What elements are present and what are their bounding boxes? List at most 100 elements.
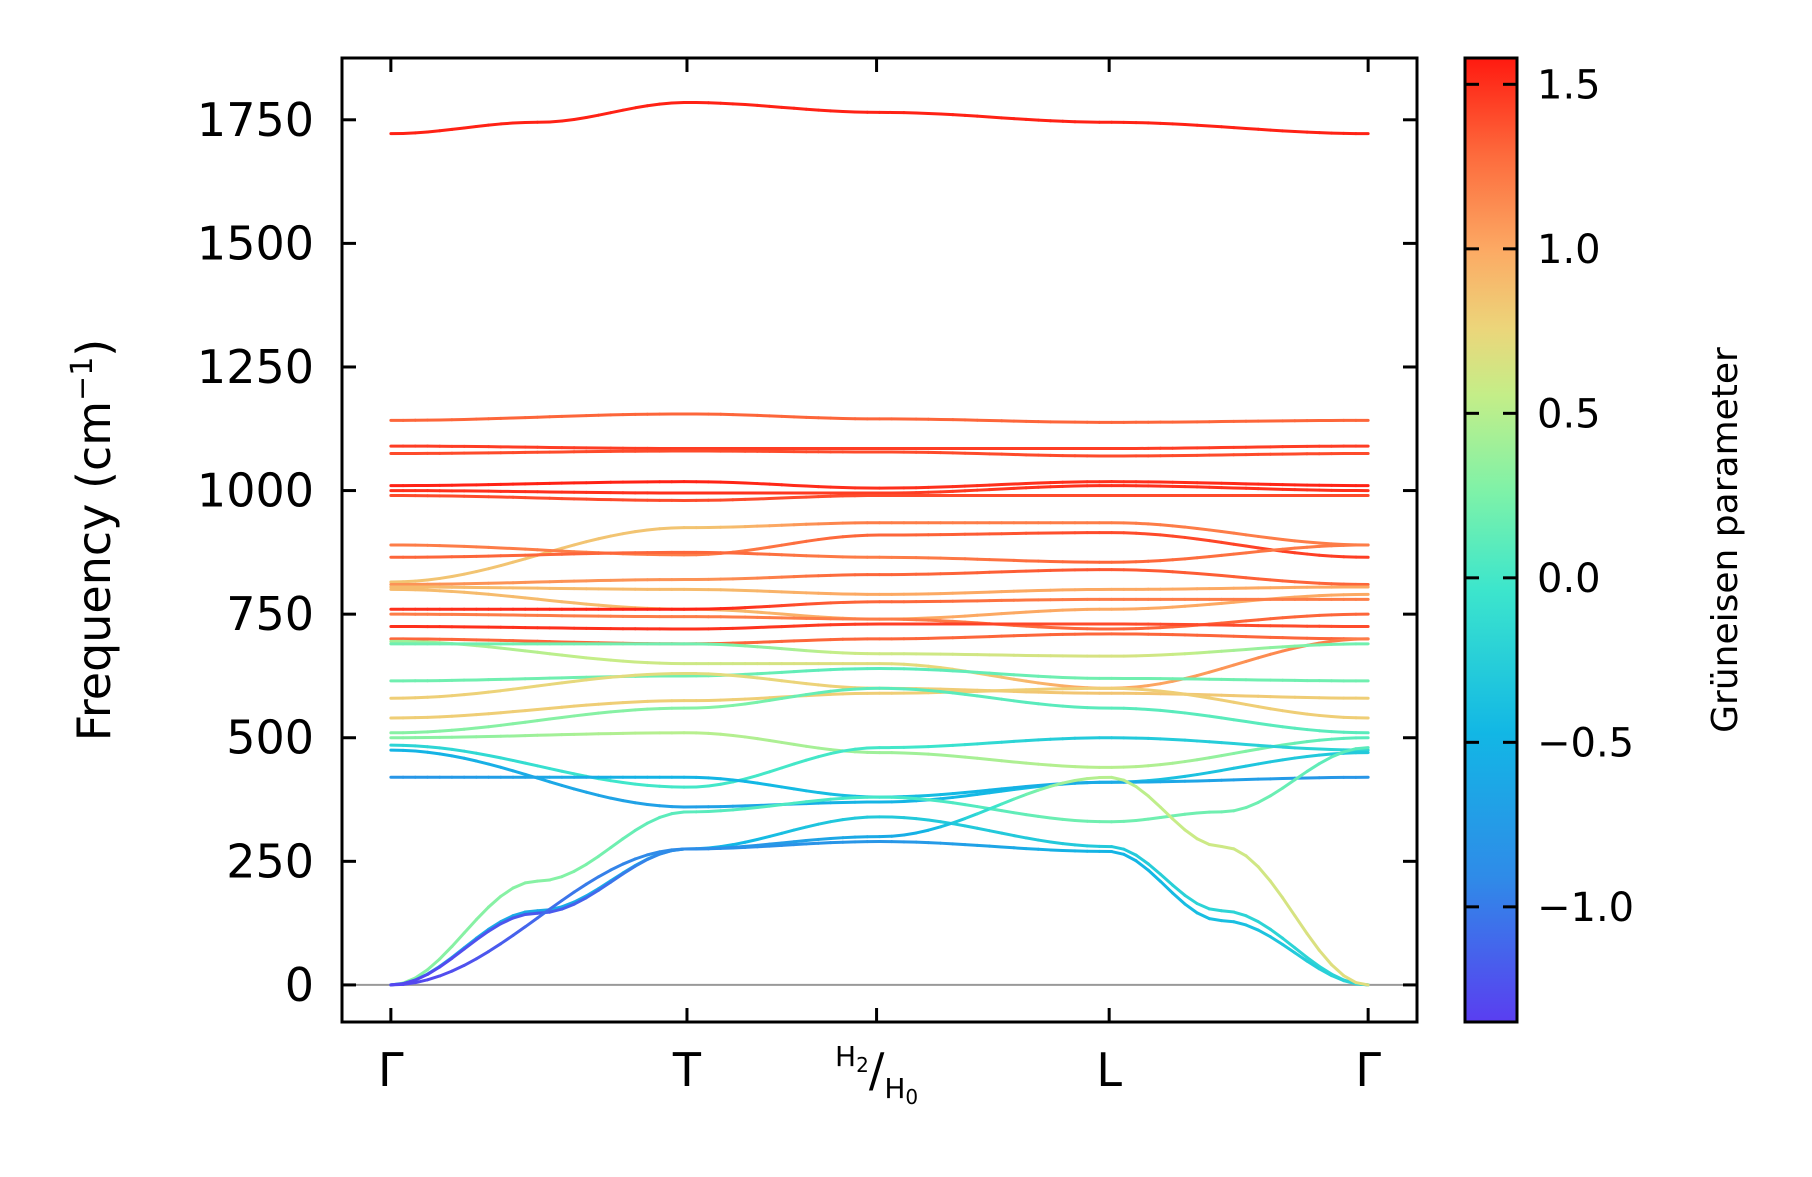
band-segment: [987, 487, 1004, 492]
band-segment: [572, 894, 588, 904]
band-segment: [1000, 831, 1016, 838]
band-segment: [1220, 600, 1236, 605]
band-segment: [462, 756, 478, 763]
band-segment: [1171, 710, 1187, 715]
band-segment: [731, 840, 747, 847]
band-segment: [633, 707, 649, 712]
band-segment: [474, 567, 491, 574]
band-segment: [1158, 605, 1175, 610]
band-segment: [1171, 624, 1187, 629]
band-segment: [560, 769, 576, 776]
band-segment: [1158, 569, 1175, 574]
band-segment: [1207, 649, 1224, 654]
band-segment: [560, 543, 576, 550]
band-segment: [1220, 909, 1236, 914]
band-segment: [780, 828, 796, 835]
band-segment: [474, 644, 491, 649]
band-segment: [1171, 812, 1187, 818]
band-segment: [755, 844, 772, 849]
band-segment: [719, 777, 735, 782]
band-segment: [1293, 539, 1309, 544]
band-segment: [499, 722, 515, 727]
band-segment: [1183, 556, 1199, 561]
band-segment: [1232, 749, 1248, 755]
band-segment: [413, 695, 430, 700]
band-segment: [1024, 847, 1040, 851]
band-band-1090: [389, 444, 1370, 451]
band-segment: [1012, 677, 1028, 683]
y-axis-title: Frequency (cm−1): [65, 339, 121, 742]
band-segment: [1305, 738, 1321, 744]
band-segment: [450, 713, 466, 718]
band-segment: [658, 804, 674, 809]
band-segment: [853, 815, 869, 820]
band-segment: [951, 801, 967, 807]
band-segment: [780, 694, 796, 700]
band-segment: [1171, 122, 1187, 127]
band-segment: [1024, 813, 1040, 818]
band-segment: [1183, 571, 1199, 575]
band-segment: [987, 696, 1004, 701]
band-segment: [1146, 862, 1162, 876]
band-segment: [1293, 746, 1309, 750]
band-segment: [951, 842, 967, 847]
band-segment: [829, 836, 845, 840]
band-segment: [645, 815, 662, 825]
band-segment: [621, 530, 637, 536]
band-segment: [939, 666, 955, 671]
band-segment: [1000, 486, 1016, 491]
band-segment: [1317, 541, 1333, 546]
band-segment: [645, 852, 662, 861]
band-segment: [499, 646, 515, 651]
band-band-760: [389, 597, 1370, 611]
band-segment: [487, 894, 503, 909]
band-segment: [939, 112, 955, 117]
band-segment: [792, 680, 808, 686]
colorbar-tick-label: 1.0: [1537, 227, 1601, 273]
band-segment: [1000, 788, 1016, 793]
band-segment: [548, 681, 564, 686]
band-segment: [413, 978, 430, 985]
band-segment: [1000, 786, 1016, 791]
band-segment: [1232, 718, 1248, 724]
band-segment: [560, 549, 576, 554]
band-segment: [1281, 756, 1297, 762]
band-segment: [560, 679, 576, 685]
band-segment: [816, 689, 833, 695]
band-segment: [1000, 797, 1016, 806]
band-band-acoustic-high: [389, 746, 1370, 987]
band-segment: [743, 696, 759, 701]
band-segment: [975, 114, 991, 119]
band-segment: [450, 963, 466, 973]
band-band-top: [389, 101, 1370, 136]
band-segment: [1146, 868, 1162, 883]
band-segment: [584, 656, 601, 661]
band-segment: [755, 604, 772, 609]
band-segment: [1329, 750, 1346, 759]
band-segment: [572, 550, 588, 554]
band-segment: [462, 938, 478, 951]
band-segment: [792, 106, 808, 111]
band-segment: [621, 828, 637, 841]
band-segment: [1268, 786, 1285, 798]
band-segment: [1268, 578, 1285, 583]
band-segment: [658, 812, 674, 819]
band-segment: [511, 881, 527, 890]
band-segment: [1195, 571, 1211, 576]
band-segment: [1195, 771, 1211, 777]
band-segment: [658, 101, 674, 106]
band-segment: [706, 846, 723, 851]
band-segment: [1036, 681, 1053, 687]
band-segment: [1232, 551, 1248, 556]
colorbar-title: Grüneisen parameter: [1705, 347, 1746, 733]
band-segment: [1036, 702, 1053, 707]
band-segment: [755, 645, 772, 650]
band-segment: [633, 104, 649, 110]
band-segment: [829, 796, 845, 801]
band-segment: [1061, 778, 1077, 785]
band-segment: [426, 129, 442, 134]
band-segment: [1232, 599, 1248, 604]
band-segment: [474, 759, 491, 766]
band-segment: [1207, 714, 1224, 720]
band-segment: [535, 907, 552, 920]
